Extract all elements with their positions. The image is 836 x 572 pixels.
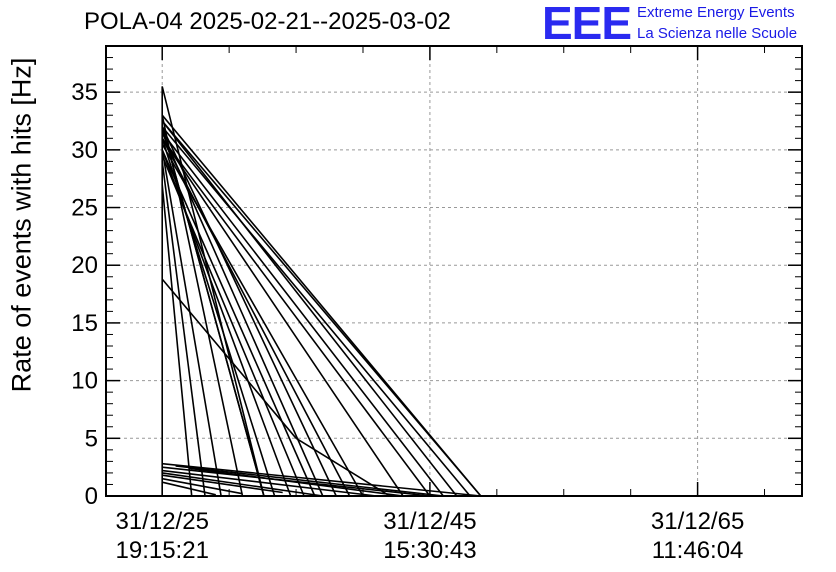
y-tick-label: 15 (71, 310, 98, 337)
data-series-line (161, 86, 265, 497)
data-series-line (161, 126, 265, 497)
x-tick-label-date: 31/12/25 (116, 508, 209, 535)
data-series-line (295, 437, 391, 497)
y-tick-label: 20 (71, 252, 98, 279)
data-series-line (162, 477, 243, 495)
eee-logo: EEE (542, 0, 632, 49)
x-tick-label-date: 31/12/65 (651, 508, 744, 535)
data-series-line (161, 126, 471, 497)
y-tick-label: 0 (85, 483, 98, 510)
data-series-line (162, 474, 283, 494)
x-tick-label-time: 15:30:43 (383, 537, 476, 564)
data-series-line (161, 120, 482, 497)
y-tick-label: 5 (85, 425, 98, 452)
data-series-line (161, 149, 316, 497)
y-tick-label: 35 (71, 79, 98, 106)
data-series-line (162, 469, 377, 497)
data-series-line (161, 120, 458, 497)
chart-title: POLA-04 2025-02-21--2025-03-02 (84, 8, 451, 35)
plot-frame (105, 45, 803, 497)
data-series-line (161, 184, 193, 497)
y-tick-label: 25 (71, 195, 98, 222)
data-series-line (175, 465, 444, 497)
data-series-line (161, 138, 276, 497)
data-series-line (162, 462, 481, 497)
data-series-line (161, 137, 431, 497)
logo-caption-line2: La Scienza nelle Scuole (637, 25, 798, 42)
data-series-line (161, 137, 404, 497)
data-series-line (188, 467, 404, 497)
data-series-line (161, 278, 297, 439)
x-tick-label-time: 11:46:04 (652, 537, 744, 564)
y-tick-label: 10 (71, 368, 98, 395)
y-tick-label: 30 (71, 137, 98, 164)
x-tick-label-date: 31/12/45 (383, 508, 476, 535)
data-series-line (161, 132, 324, 497)
data-series-line (161, 137, 351, 497)
data-series-line (161, 161, 206, 497)
x-tick-label-time: 19:15:21 (116, 537, 209, 564)
data-series-line (162, 481, 216, 496)
data-series-line (161, 115, 244, 497)
logo-caption-line1: Extreme Energy Events (637, 4, 795, 21)
data-series-line (161, 132, 444, 497)
data-series-line (161, 149, 222, 497)
data-series-line (162, 472, 323, 497)
data-series-line (161, 126, 337, 497)
